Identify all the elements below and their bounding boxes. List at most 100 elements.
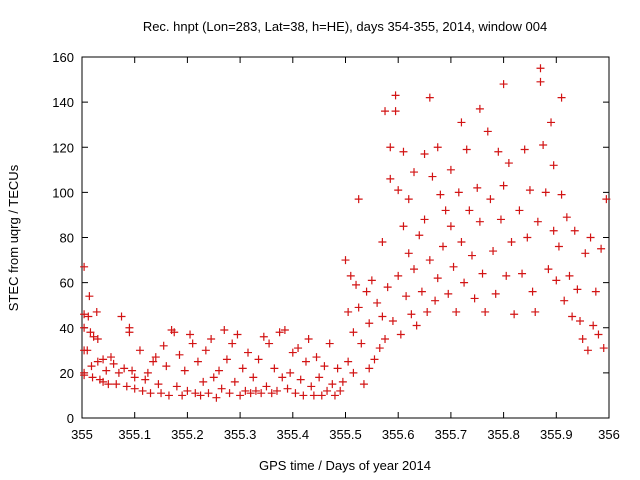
y-tick-label: 100 <box>52 185 74 200</box>
data-point <box>207 335 216 344</box>
data-point <box>254 355 263 364</box>
x-tick-label: 355.8 <box>487 427 520 442</box>
data-point <box>496 215 505 224</box>
data-point <box>544 265 553 274</box>
data-point <box>359 380 368 389</box>
data-point <box>143 368 152 377</box>
data-point <box>294 344 303 353</box>
data-point <box>135 346 144 355</box>
x-tick-label: 355.9 <box>540 427 573 442</box>
data-point <box>420 150 429 159</box>
data-point <box>470 294 479 303</box>
data-point <box>154 380 163 389</box>
data-point <box>510 310 519 319</box>
data-point <box>378 312 387 321</box>
x-tick-labels: 355 355.1 355.2 355.3 355.4 355.5 355.6 355.7 35… <box>71 427 620 442</box>
data-point <box>383 283 392 292</box>
data-point <box>599 344 608 353</box>
data-point <box>291 389 300 398</box>
data-point <box>80 262 89 271</box>
data-point <box>354 303 363 312</box>
data-point <box>410 168 419 177</box>
data-point <box>109 359 118 368</box>
x-tick-label: 355.6 <box>382 427 415 442</box>
data-point <box>151 353 160 362</box>
data-point <box>402 292 411 301</box>
data-point <box>249 373 258 382</box>
data-point <box>460 278 469 287</box>
data-point <box>138 386 147 395</box>
data-point <box>238 364 247 373</box>
data-point <box>241 386 250 395</box>
data-point <box>122 382 131 391</box>
data-point <box>399 147 408 156</box>
data-point <box>344 307 353 316</box>
data-point <box>307 382 316 391</box>
data-point <box>251 386 260 395</box>
data-point <box>112 380 121 389</box>
data-point <box>578 335 587 344</box>
data-point <box>557 93 566 102</box>
data-point <box>576 316 585 325</box>
data-point <box>265 339 274 348</box>
data-point <box>330 391 339 400</box>
data-point <box>233 330 242 339</box>
data-point <box>446 222 455 231</box>
data-point <box>336 386 345 395</box>
y-axis-label: STEC from uqrg / TECUs <box>6 164 21 311</box>
data-point <box>272 386 281 395</box>
data-point <box>370 355 379 364</box>
data-point <box>428 172 437 181</box>
data-point <box>92 307 101 316</box>
data-point <box>388 316 397 325</box>
data-point <box>346 271 355 280</box>
data-point <box>196 391 205 400</box>
data-point <box>533 217 542 226</box>
data-point <box>209 373 218 382</box>
y-tick-label: 80 <box>60 231 74 246</box>
data-point <box>478 269 487 278</box>
data-point <box>338 377 347 386</box>
x-tick-label: 355.2 <box>171 427 204 442</box>
data-point <box>420 215 429 224</box>
data-point <box>80 310 89 319</box>
data-point <box>365 319 374 328</box>
data-point <box>191 389 200 398</box>
data-point <box>394 186 403 195</box>
data-point <box>381 335 390 344</box>
data-point <box>201 346 210 355</box>
data-point <box>415 231 424 240</box>
data-point <box>128 366 137 375</box>
data-point <box>157 389 166 398</box>
data-point <box>557 190 566 199</box>
data-point <box>149 357 158 366</box>
x-tick-label: 356 <box>598 427 620 442</box>
data-point <box>130 373 139 382</box>
data-point <box>193 357 202 366</box>
data-point <box>457 118 466 127</box>
axis-ticks <box>81 56 610 419</box>
data-point <box>568 312 577 321</box>
data-point <box>481 307 490 316</box>
x-tick-label: 355 <box>71 427 93 442</box>
x-tick-label: 355.3 <box>224 427 257 442</box>
data-point <box>341 256 350 265</box>
data-point <box>554 242 563 251</box>
data-point <box>404 195 413 204</box>
data-point <box>528 287 537 296</box>
data-point <box>212 393 221 402</box>
data-point <box>560 296 569 305</box>
data-point <box>431 296 440 305</box>
data-point <box>104 380 113 389</box>
data-point <box>80 371 89 380</box>
data-point <box>312 353 321 362</box>
data-point <box>531 307 540 316</box>
data-point <box>491 289 500 298</box>
data-point <box>457 238 466 247</box>
data-point <box>317 391 326 400</box>
data-point <box>199 377 208 386</box>
data-point <box>225 389 234 398</box>
data-point <box>183 386 192 395</box>
data-point <box>425 256 434 265</box>
